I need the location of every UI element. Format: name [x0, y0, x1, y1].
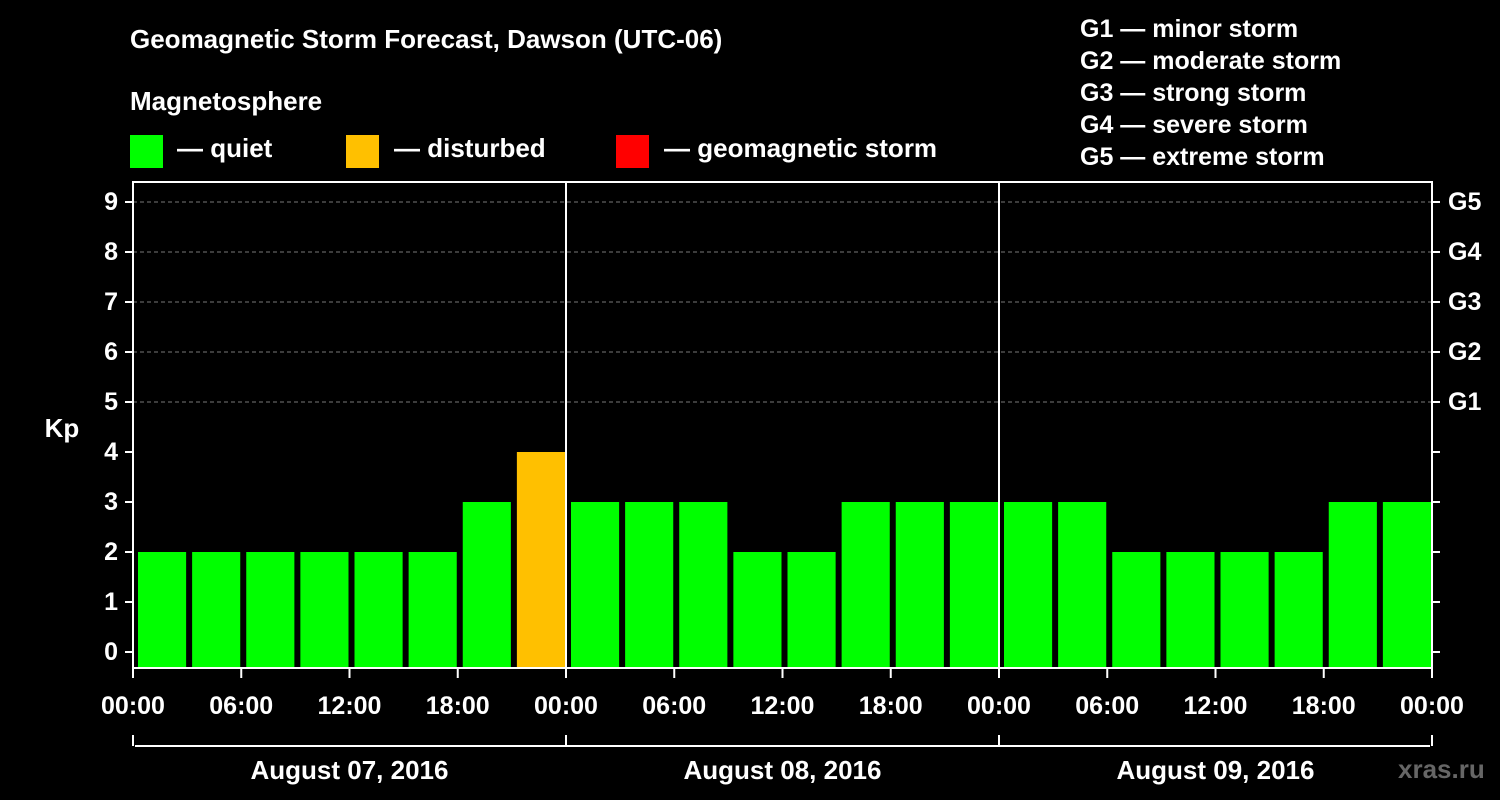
- storm-scale-g1: G1 — minor storm: [1080, 15, 1299, 43]
- kp-bar: [679, 502, 728, 668]
- kp-bar: [246, 552, 295, 668]
- x-tick-label: 18:00: [426, 692, 490, 720]
- storm-level-label: G5: [1448, 188, 1481, 216]
- kp-bar: [1328, 502, 1377, 668]
- kp-bar: [354, 552, 403, 668]
- kp-bar: [733, 552, 782, 668]
- kp-bar: [625, 502, 674, 668]
- x-tick-label: 06:00: [1075, 692, 1139, 720]
- legend-label-disturbed: — disturbed: [394, 133, 546, 163]
- x-tick-label: 00:00: [534, 692, 598, 720]
- y-tick-label: 8: [104, 238, 118, 266]
- day-label: August 08, 2016: [684, 755, 882, 785]
- y-tick-label: 9: [104, 188, 118, 216]
- y-tick-label: 3: [104, 488, 118, 516]
- y-tick-label: 5: [104, 388, 118, 416]
- x-tick-label: 06:00: [209, 692, 273, 720]
- kp-bar: [138, 552, 187, 668]
- x-tick-label: 12:00: [751, 692, 815, 720]
- y-tick-label: 7: [104, 288, 118, 316]
- x-tick-label: 12:00: [1184, 692, 1248, 720]
- kp-bar: [1166, 552, 1215, 668]
- y-axis-label: Kp: [45, 413, 80, 443]
- legend-swatch-storm: [616, 135, 649, 168]
- storm-scale-g4: G4 — severe storm: [1080, 111, 1308, 139]
- legend-heading: Magnetosphere: [130, 86, 323, 116]
- kp-bar: [1112, 552, 1161, 668]
- x-tick-label: 18:00: [1292, 692, 1356, 720]
- x-tick-label: 00:00: [967, 692, 1031, 720]
- legend-swatch-quiet: [130, 135, 163, 168]
- kp-bar: [1382, 502, 1431, 668]
- y-tick-label: 1: [104, 588, 118, 616]
- kp-bar: [841, 502, 890, 668]
- kp-bar: [895, 502, 944, 668]
- x-tick-label: 18:00: [859, 692, 923, 720]
- kp-bar: [516, 452, 565, 668]
- kp-bar: [408, 552, 457, 668]
- kp-bar: [1220, 552, 1269, 668]
- legend-label-storm: — geomagnetic storm: [664, 133, 938, 163]
- storm-scale-g3: G3 — strong storm: [1080, 79, 1307, 107]
- kp-bar: [787, 552, 836, 668]
- legend-swatch-disturbed: [346, 135, 379, 168]
- kp-bar: [1004, 502, 1053, 668]
- storm-level-label: G1: [1448, 388, 1481, 416]
- kp-bar: [1058, 502, 1107, 668]
- credit-watermark: xras.ru: [1398, 754, 1485, 784]
- x-tick-label: 12:00: [318, 692, 382, 720]
- kp-bar: [571, 502, 620, 668]
- x-tick-label: 00:00: [1400, 692, 1464, 720]
- storm-level-label: G2: [1448, 338, 1481, 366]
- kp-bar: [462, 502, 511, 668]
- legend-label-quiet: — quiet: [177, 133, 273, 163]
- chart-title: Geomagnetic Storm Forecast, Dawson (UTC-…: [130, 24, 723, 54]
- kp-bar: [300, 552, 349, 668]
- y-tick-label: 0: [104, 638, 118, 666]
- kp-bar: [1274, 552, 1323, 668]
- y-tick-label: 2: [104, 538, 118, 566]
- storm-level-label: G3: [1448, 288, 1481, 316]
- kp-bar: [949, 502, 998, 668]
- storm-scale-g2: G2 — moderate storm: [1080, 47, 1342, 75]
- y-tick-label: 6: [104, 338, 118, 366]
- y-tick-label: 4: [104, 438, 118, 466]
- storm-scale-g5: G5 — extreme storm: [1080, 143, 1325, 171]
- x-tick-label: 06:00: [642, 692, 706, 720]
- storm-level-label: G4: [1448, 238, 1481, 266]
- day-label: August 07, 2016: [251, 755, 449, 785]
- day-label: August 09, 2016: [1117, 755, 1315, 785]
- x-tick-label: 00:00: [101, 692, 165, 720]
- kp-bar: [192, 552, 241, 668]
